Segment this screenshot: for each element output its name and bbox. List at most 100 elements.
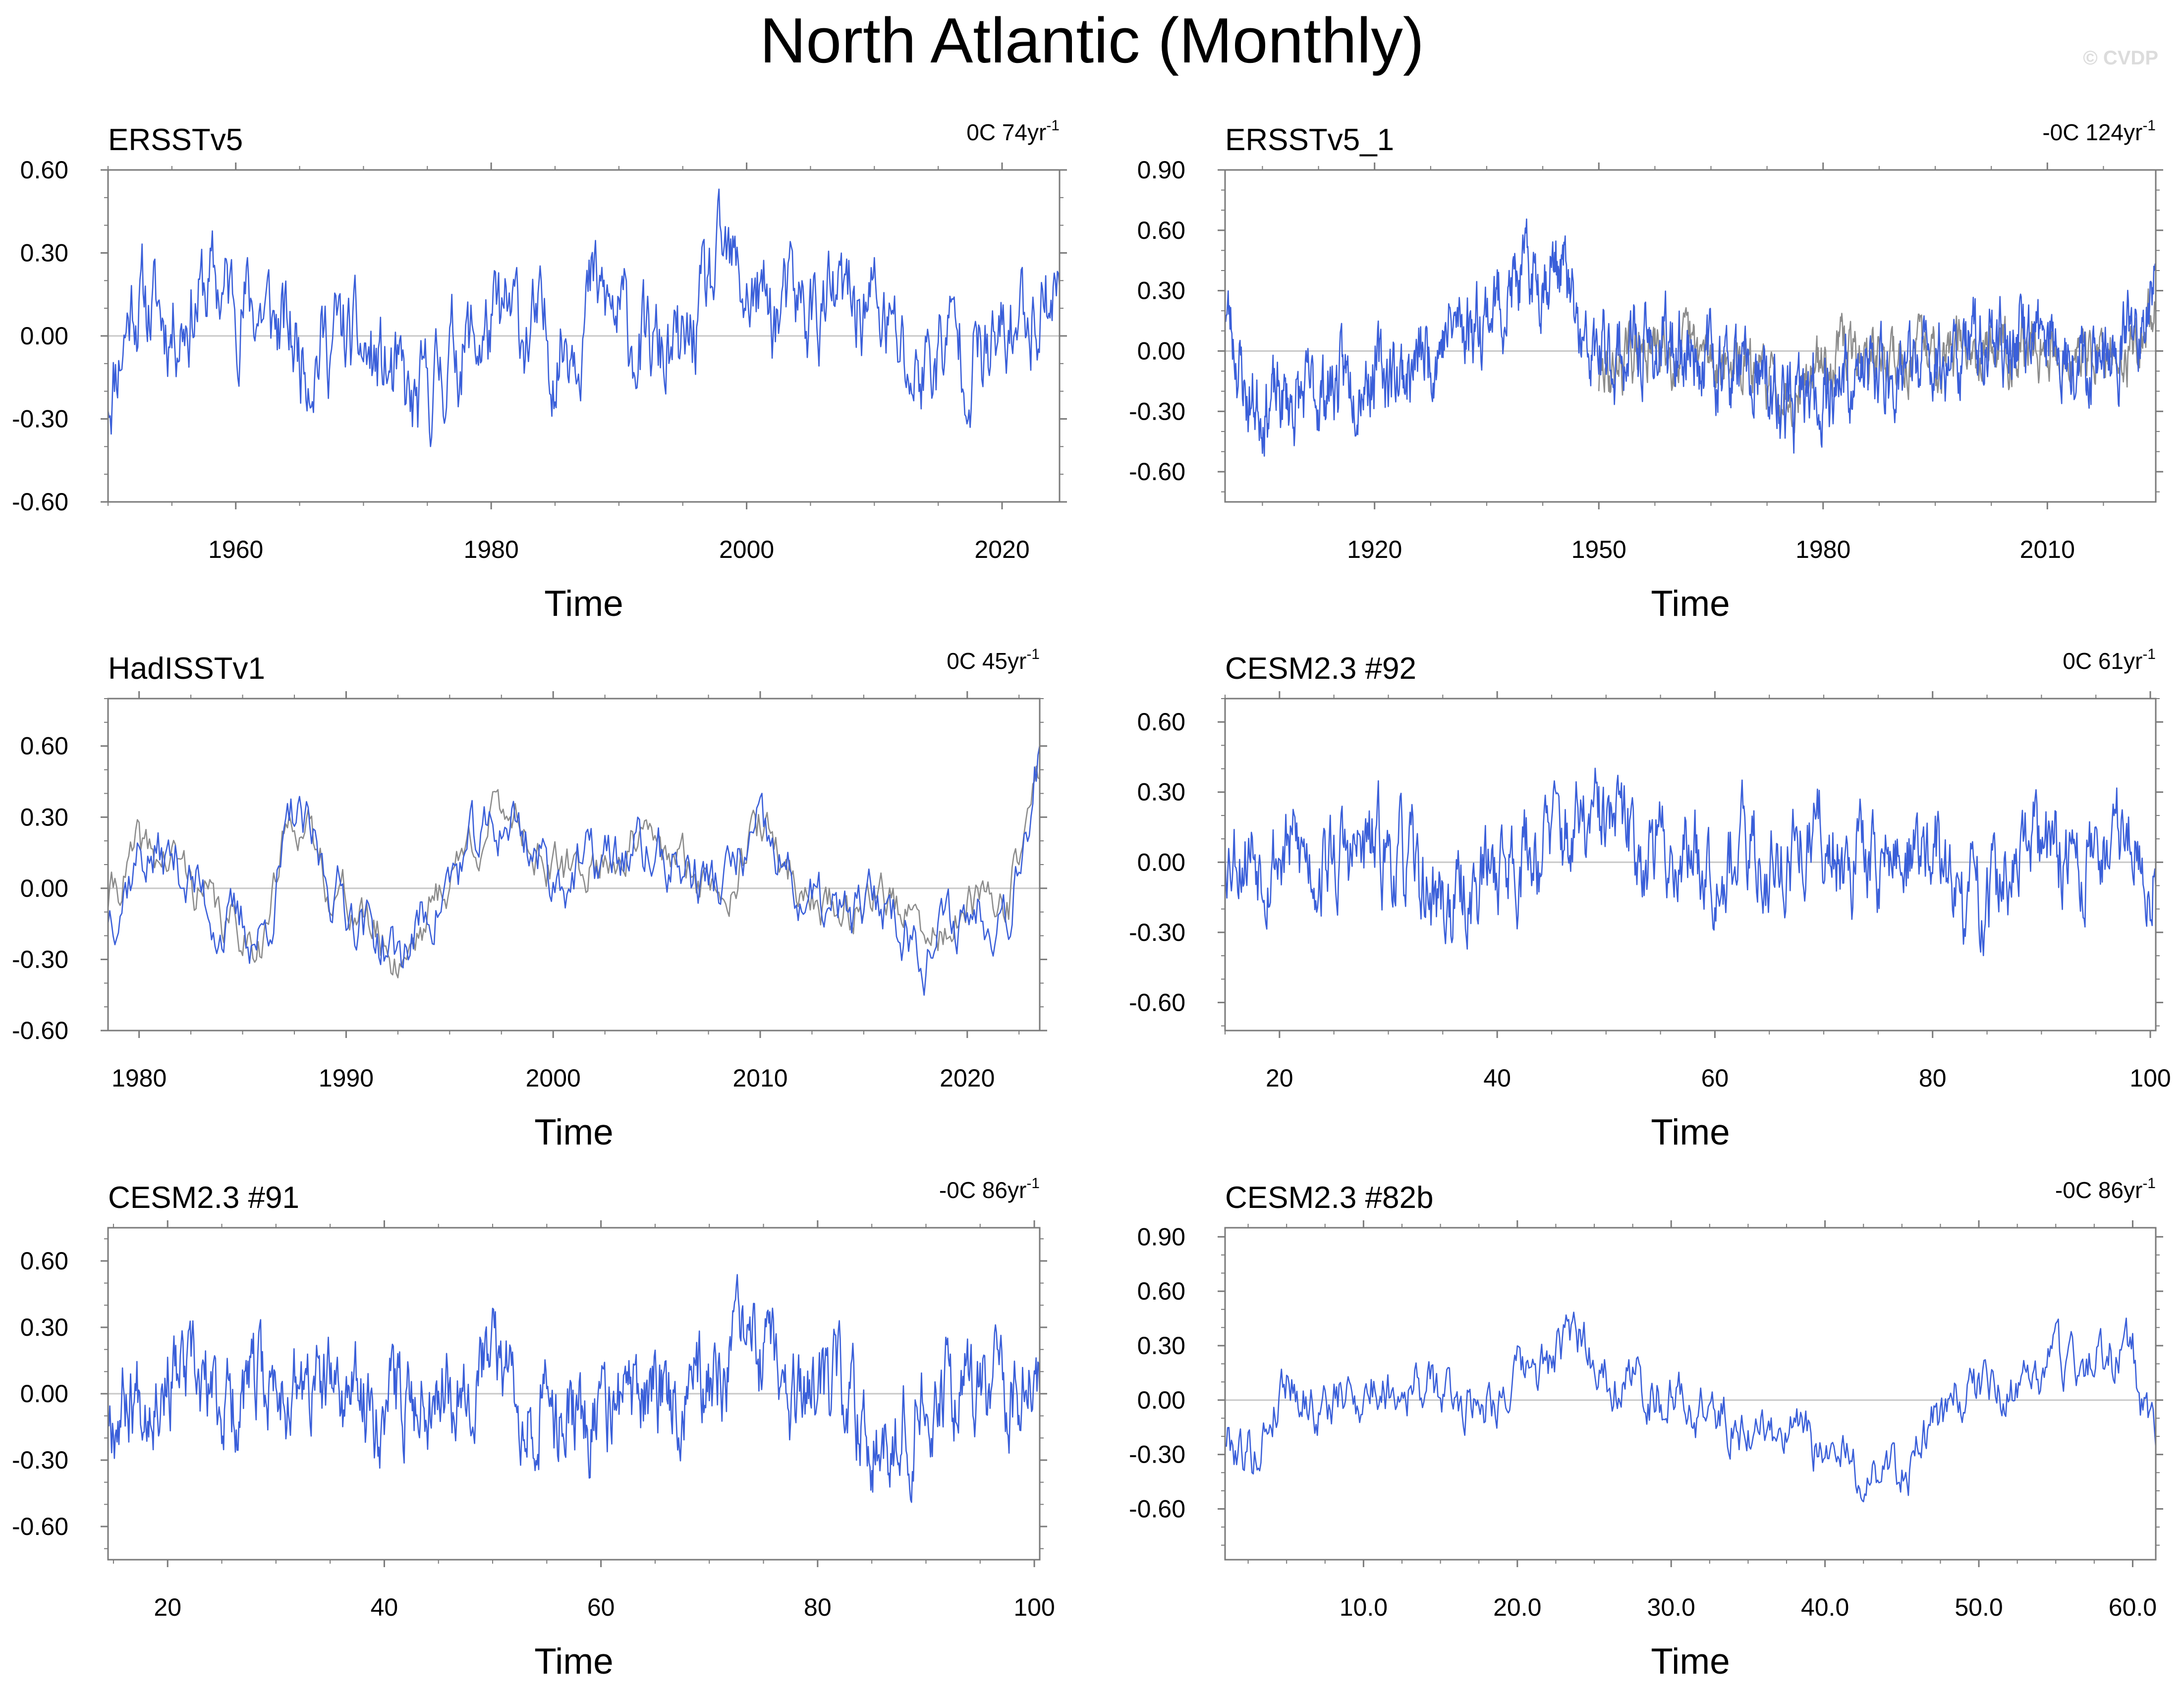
x-tick-label: 1980 (464, 536, 519, 563)
panel-stat: 0C 61yr-1 (2063, 646, 2156, 674)
credit-label: © CVDP (2083, 47, 2158, 69)
x-tick-label: 1980 (112, 1064, 167, 1092)
x-tick-label: 20 (154, 1593, 181, 1621)
y-tick-label: 0.60 (20, 1247, 68, 1275)
panel-stat: -0C 86yr-1 (2055, 1175, 2156, 1203)
x-tick-label: 2010 (2020, 536, 2075, 563)
panel-stat: -0C 124yr-1 (2042, 117, 2156, 145)
x-tick-label: 50.0 (1955, 1593, 2003, 1621)
panel-1: ERSSTv5 0C 74yr-1 -0.60 -0.30 0.00 0.30 0.60 19… (12, 117, 1067, 624)
y-tick-label: 0.00 (20, 874, 68, 902)
series-line-ersstv5 (107, 188, 1061, 447)
panel-4: CESM2.3 #92 0C 61yr-1 -0.60 -0.30 0.00 0.30 0.… (1129, 646, 2171, 1152)
x-tick-label: 1980 (1795, 536, 1850, 563)
y-tick-label: -0.60 (12, 1513, 68, 1540)
x-tick-label: 60.0 (2109, 1593, 2157, 1621)
panel-stat-exponent: -1 (1046, 117, 1060, 134)
y-tick-label: 0.00 (1137, 1386, 1185, 1414)
panel-stat-exponent: -1 (1026, 1175, 1040, 1192)
y-tick-label: -0.60 (12, 488, 68, 516)
x-tick-label: 2000 (526, 1064, 581, 1092)
x-tick-label: 2000 (719, 536, 774, 563)
x-tick-label: 100 (2129, 1064, 2171, 1092)
panel-stat-exponent: -1 (2142, 646, 2156, 662)
y-tick-label: 0.00 (1137, 337, 1185, 365)
y-tick-label: -0.60 (1129, 988, 1185, 1016)
series-line-cesm2-3-92 (1224, 767, 2157, 956)
y-tick-label: 0.30 (1137, 277, 1185, 305)
panel-stat-exponent: -1 (2142, 117, 2156, 134)
x-tick-label: 60 (1701, 1064, 1729, 1092)
x-tick-label: 100 (1013, 1593, 1055, 1621)
y-tick-label: 0.60 (20, 156, 68, 184)
y-tick-label: -0.30 (1129, 397, 1185, 425)
plot-frame (107, 169, 1061, 503)
y-tick-label: 0.90 (1137, 1223, 1185, 1251)
x-tick-label: 40.0 (1801, 1593, 1849, 1621)
y-tick-label: 0.00 (20, 1380, 68, 1408)
panel-title: HadISSTv1 (108, 652, 265, 686)
panel-stat: 0C 45yr-1 (947, 646, 1040, 674)
y-tick-label: -0.60 (1129, 1495, 1185, 1523)
panel-title: CESM2.3 #82b (1225, 1181, 1433, 1215)
y-tick-label: 0.90 (1137, 156, 1185, 184)
x-tick-label: 2020 (974, 536, 1029, 563)
x-tick-label: 1920 (1347, 536, 1402, 563)
y-tick-label: 0.30 (1137, 778, 1185, 806)
x-tick-label: 20 (1266, 1064, 1293, 1092)
y-tick-label: -0.30 (12, 1446, 68, 1474)
panel-5: CESM2.3 #91 -0C 86yr-1 -0.60 -0.30 0.00 0.30 0… (12, 1175, 1055, 1682)
panel-title: ERSSTv5_1 (1225, 123, 1394, 157)
y-tick-label: 0.30 (1137, 1332, 1185, 1360)
y-tick-label: 0.30 (20, 803, 68, 831)
panel-stat: -0C 86yr-1 (939, 1175, 1040, 1203)
x-tick-label: 40 (1483, 1064, 1511, 1092)
panel-title: CESM2.3 #91 (108, 1181, 299, 1215)
y-tick-label: -0.60 (12, 1017, 68, 1044)
panel-stat: 0C 74yr-1 (966, 117, 1060, 145)
x-tick-label: 80 (1919, 1064, 1947, 1092)
x-axis-label: Time (544, 584, 623, 624)
series-line-hadisstv1 (107, 745, 1041, 996)
series-line-ersstv5-1 (1224, 218, 2157, 457)
x-tick-label: 2010 (732, 1064, 787, 1092)
plot-frame (1224, 1227, 2157, 1561)
y-tick-label: 0.00 (1137, 848, 1185, 876)
x-axis-label: Time (534, 1641, 614, 1682)
y-tick-label: -0.30 (12, 945, 68, 973)
x-axis-label: Time (534, 1112, 614, 1152)
x-tick-label: 80 (804, 1593, 832, 1621)
y-tick-label: 0.00 (20, 322, 68, 350)
y-tick-label: -0.60 (1129, 458, 1185, 486)
x-tick-label: 1960 (208, 536, 263, 563)
x-tick-label: 10.0 (1340, 1593, 1388, 1621)
y-tick-label: 0.60 (1137, 1277, 1185, 1305)
figure-title: North Atlantic (Monthly) (760, 5, 1424, 76)
y-tick-label: -0.30 (1129, 919, 1185, 946)
x-tick-label: 60 (587, 1593, 615, 1621)
y-tick-label: 0.60 (1137, 217, 1185, 244)
x-axis-label: Time (1651, 1112, 1730, 1152)
panel-title: CESM2.3 #92 (1225, 652, 1416, 686)
y-tick-label: 0.60 (1137, 708, 1185, 736)
plot-frame (1224, 169, 2157, 503)
plot-frame (1224, 698, 2157, 1032)
panel-title: ERSSTv5 (108, 123, 243, 157)
panel-2: ERSSTv5_1 -0C 124yr-1 -0.60 -0.30 0.00 0.30 0.… (1129, 117, 2163, 624)
y-tick-label: -0.30 (12, 405, 68, 433)
y-tick-label: 0.30 (20, 1313, 68, 1341)
panel-6: CESM2.3 #82b -0C 86yr-1 -0.60 -0.30 0.00 0.30… (1129, 1175, 2163, 1682)
x-axis-label: Time (1651, 584, 1730, 624)
series-line-cesm2-3-91 (107, 1274, 1041, 1503)
x-tick-label: 40 (371, 1593, 398, 1621)
y-tick-label: 0.60 (20, 732, 68, 760)
x-tick-label: 30.0 (1647, 1593, 1695, 1621)
plot-frame (107, 1227, 1041, 1561)
panel-3: HadISSTv1 0C 45yr-1 -0.60 -0.30 0.00 0.30 0.60… (12, 646, 1047, 1152)
x-axis-label: Time (1651, 1641, 1730, 1682)
y-tick-label: -0.30 (1129, 1441, 1185, 1469)
y-tick-label: 0.30 (20, 239, 68, 267)
x-tick-label: 1950 (1571, 536, 1626, 563)
plot-frame (107, 698, 1041, 1032)
